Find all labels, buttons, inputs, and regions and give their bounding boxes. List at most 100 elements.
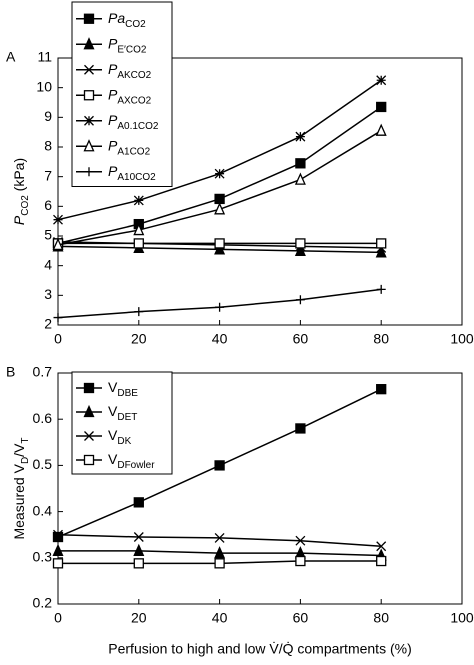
legend-marker — [83, 382, 95, 394]
x-tick-label: 40 — [212, 331, 228, 347]
legend-marker — [84, 431, 94, 441]
legend-marker — [83, 90, 95, 101]
marker — [376, 384, 387, 395]
x-tick-label: 60 — [293, 331, 309, 347]
legend-marker — [83, 13, 95, 24]
legend-label: PAXCO2 — [108, 86, 152, 106]
marker — [295, 238, 306, 249]
y-tick-label: 0.2 — [33, 595, 53, 611]
y-axis-label: Measured VD/VT — [11, 437, 31, 539]
y-tick-label: 9 — [44, 108, 52, 124]
plot-frame — [57, 57, 463, 326]
legend-label: VDFowler — [108, 451, 155, 471]
legend-label: PA1CO2 — [108, 137, 151, 157]
y-axis-label-part: /V — [11, 443, 27, 457]
legend-label: PAKCO2 — [108, 60, 152, 80]
legend-marker — [83, 37, 95, 50]
y-tick-label: 4 — [44, 256, 52, 272]
y-tick-label: 10 — [36, 78, 52, 94]
marker — [214, 193, 225, 205]
legend-label: PaCO2 — [108, 9, 146, 29]
marker — [295, 131, 306, 142]
marker — [214, 546, 226, 559]
legend-marker — [84, 167, 94, 177]
marker — [52, 531, 64, 543]
y-tick-label: 7 — [44, 167, 52, 183]
marker — [376, 541, 387, 552]
legend-subscript: AXCO2 — [117, 95, 151, 106]
y-axis-label-part: (kPa) — [11, 158, 27, 195]
legend-name: V — [108, 451, 118, 467]
panel-label: B — [6, 364, 15, 380]
legend-subscript: DBE — [117, 388, 138, 399]
marker — [294, 243, 306, 256]
legend-label: VDK — [108, 427, 132, 447]
legend-label: VDBE — [108, 379, 138, 399]
x-tick-label: 80 — [373, 331, 389, 347]
legend-label: PA10CO2 — [108, 162, 156, 182]
marker — [52, 543, 64, 557]
y-tick-label: 8 — [44, 138, 52, 154]
legend-subscript: DET — [117, 412, 137, 423]
legend-name: P — [108, 35, 118, 51]
marker — [134, 307, 144, 317]
x-tick-label: 20 — [131, 331, 147, 347]
y-axis-label-part: D — [20, 457, 31, 464]
marker — [294, 172, 306, 185]
y-tick-label: 0.4 — [33, 502, 53, 518]
y-axis-label-part: P — [11, 215, 27, 225]
panel-label: A — [6, 49, 16, 65]
marker — [375, 123, 387, 136]
legend-label: VDET — [108, 403, 137, 423]
legend-subscript: E′CO2 — [117, 44, 147, 55]
y-tick-label: 0.7 — [33, 364, 53, 380]
y-axis-label-part: Measured V — [11, 463, 27, 539]
y-tick-label: 3 — [44, 286, 52, 302]
legend-subscript: A1CO2 — [117, 146, 150, 157]
y-tick-label: 0.5 — [33, 456, 53, 472]
legend-subscript: DFowler — [117, 460, 155, 471]
marker — [214, 242, 226, 255]
marker — [53, 529, 63, 540]
legend-name: V — [108, 379, 118, 395]
marker — [215, 302, 225, 312]
y-axis-label-part: T — [20, 437, 31, 443]
legend-name: P — [108, 137, 118, 153]
y-tick-label: 11 — [37, 49, 52, 65]
marker — [376, 284, 386, 294]
legend-subscript: A0.1CO2 — [117, 121, 159, 132]
x-tick-label: 60 — [293, 610, 309, 626]
marker — [133, 195, 144, 206]
legend-name: V — [108, 427, 118, 443]
x-tick-label: 0 — [54, 331, 62, 347]
marker — [133, 222, 145, 236]
legend-marker — [84, 115, 94, 126]
marker — [53, 214, 63, 225]
legend-marker — [83, 139, 95, 152]
legend-label: PA0.1CO2 — [108, 111, 159, 131]
marker — [295, 535, 306, 546]
marker — [133, 558, 144, 569]
marker — [214, 532, 225, 543]
marker — [133, 532, 144, 542]
marker — [295, 295, 305, 305]
legend-subscript: A10CO2 — [117, 172, 156, 183]
x-tick-label: 100 — [450, 610, 474, 626]
legend-subscript: AKCO2 — [117, 70, 151, 81]
legend-label: PE′CO2 — [108, 35, 147, 55]
marker — [214, 558, 225, 569]
y-tick-label: 5 — [44, 227, 52, 243]
series-line — [57, 533, 382, 547]
marker — [376, 238, 387, 249]
y-tick-label: 0.6 — [33, 410, 53, 426]
y-tick-label: 2 — [44, 316, 52, 332]
plot-frame — [57, 372, 463, 605]
marker — [214, 168, 225, 179]
marker — [376, 101, 387, 113]
legend-name: Pa — [108, 9, 125, 25]
marker — [214, 238, 225, 249]
marker — [295, 555, 306, 567]
x-tick-label: 40 — [212, 610, 228, 626]
x-tick-label: 100 — [450, 331, 474, 347]
